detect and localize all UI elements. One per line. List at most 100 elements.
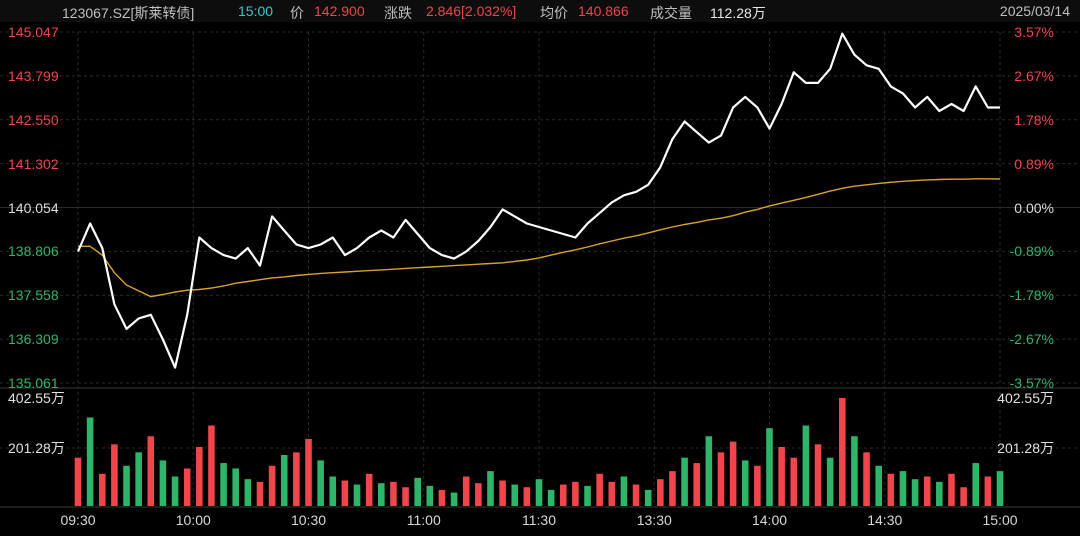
volume-bar — [826, 457, 834, 506]
volume-bar — [681, 457, 688, 506]
volume-bar — [717, 452, 725, 506]
volume-bar — [511, 484, 519, 506]
volume-bar — [669, 471, 676, 506]
date-value: 2025/03/14 — [999, 3, 1070, 19]
volume-bar — [875, 465, 882, 506]
volume-bar — [487, 471, 494, 506]
volume-bar — [159, 460, 167, 506]
y-tick-right: 2.67% — [1014, 67, 1054, 84]
volume-bar — [911, 479, 919, 506]
volume-bar — [608, 481, 616, 506]
volume-bar — [438, 489, 446, 506]
volume-bar — [256, 481, 264, 506]
volume-bar — [462, 476, 470, 506]
volume-bar — [414, 477, 421, 506]
volume-bar — [329, 476, 337, 506]
volume-bar — [220, 463, 227, 506]
volume-bar — [899, 471, 907, 506]
volume-bar — [317, 460, 324, 506]
change-label: 涨跌 — [384, 5, 412, 21]
y-tick-right: 3.57% — [1014, 24, 1054, 40]
y-tick-left: 142.550 — [8, 111, 59, 128]
volume-bar — [402, 487, 409, 506]
volume-bar — [523, 487, 531, 506]
volume-bar — [693, 463, 701, 506]
y-tick-left: 138.806 — [8, 243, 59, 260]
volume-bar — [450, 492, 458, 506]
y-tick-right: -0.89% — [1009, 243, 1054, 260]
y-tick-right: -2.67% — [1009, 331, 1054, 348]
time-value: 15:00 — [238, 3, 274, 19]
volume-bar — [135, 452, 142, 506]
volume-bar — [559, 484, 567, 506]
volume-bar — [996, 471, 1004, 506]
volume-bar — [475, 483, 482, 506]
volume-bar — [729, 441, 737, 506]
x-tick: 11:30 — [522, 512, 556, 528]
volume-bar — [936, 481, 943, 506]
volume-bar — [644, 489, 652, 506]
volume-bar — [390, 481, 397, 506]
x-tick: 14:00 — [751, 512, 788, 528]
volume-bar — [341, 480, 349, 506]
volume-bar — [183, 468, 191, 506]
volume-bar — [293, 452, 300, 506]
y-tick-left: 141.302 — [8, 155, 59, 172]
volume-bar — [499, 480, 506, 506]
volume-bar — [632, 484, 640, 506]
x-tick: 15:00 — [982, 512, 1018, 528]
volume-bar — [74, 457, 82, 506]
volume-bar — [426, 485, 434, 506]
volume-bar — [535, 479, 543, 506]
volume-bar — [171, 476, 179, 506]
y-tick-left: 143.799 — [8, 67, 59, 84]
volume-bar — [887, 473, 895, 506]
x-tick: 09:30 — [60, 512, 96, 528]
y-tick-right: 1.78% — [1014, 111, 1054, 128]
x-tick: 10:30 — [290, 512, 327, 528]
volume-bar — [547, 489, 555, 506]
price-label: 价 — [290, 5, 304, 21]
volume-bar — [353, 484, 361, 506]
volume-bar — [232, 468, 240, 506]
volume-bar — [790, 457, 798, 506]
volume-bar — [572, 481, 579, 506]
volume-tick-right: 201.28万 — [997, 440, 1054, 456]
x-tick: 13:30 — [636, 512, 672, 528]
volume-bar — [280, 455, 288, 506]
volume-bar — [778, 446, 785, 506]
y-tick-left: 145.047 — [8, 24, 59, 40]
volume-value: 112.28万 — [710, 5, 766, 21]
avg-price-line — [78, 178, 1001, 298]
y-tick-left: 137.558 — [8, 287, 59, 304]
volume-bar — [596, 473, 603, 506]
volume-bar — [657, 479, 664, 506]
volume-tick-left: 201.28万 — [8, 440, 65, 456]
change-value: 2.846[2.032%] — [426, 3, 517, 19]
volume-bar — [196, 446, 203, 506]
chart-header-bar — [0, 0, 1080, 22]
price-line — [76, 32, 1000, 369]
y-tick-left: 135.061 — [8, 375, 59, 391]
volume-bar — [208, 425, 215, 506]
volume-bar — [244, 479, 252, 506]
volume-bar — [923, 476, 931, 506]
y-tick-right: 0.89% — [1014, 155, 1054, 172]
volume-bar — [948, 473, 955, 506]
y-tick-right: -1.78% — [1009, 287, 1054, 304]
x-tick: 10:00 — [175, 512, 211, 528]
price-value: 142.900 — [314, 3, 365, 19]
y-tick-right: -3.57% — [1009, 375, 1054, 391]
volume-bar — [98, 473, 106, 506]
volume-bar — [838, 398, 846, 506]
avg-price-value: 140.866 — [578, 3, 629, 19]
volume-label: 成交量 — [650, 5, 692, 21]
x-tick: 14:30 — [867, 512, 903, 528]
volume-bar — [863, 452, 870, 506]
volume-bar — [86, 417, 94, 506]
y-tick-left: 136.309 — [8, 331, 59, 348]
volume-bar — [620, 476, 628, 506]
volume-bar — [268, 465, 276, 506]
volume-bar — [705, 436, 713, 506]
